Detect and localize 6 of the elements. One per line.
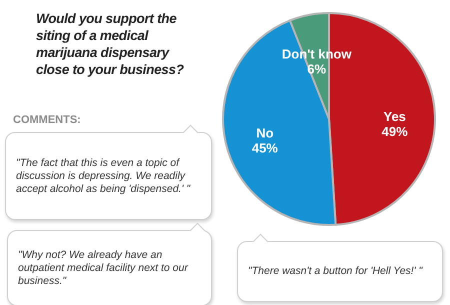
text: Would you support the siting of a medical marijuana dispensary close to your business? <box>36 10 185 78</box>
slice-label: No <box>256 125 274 140</box>
slice-label: Yes <box>383 108 406 124</box>
data-label: 45% <box>252 140 278 156</box>
text: COMMENTS: <box>13 114 81 126</box>
data-label: 49% <box>382 124 408 139</box>
